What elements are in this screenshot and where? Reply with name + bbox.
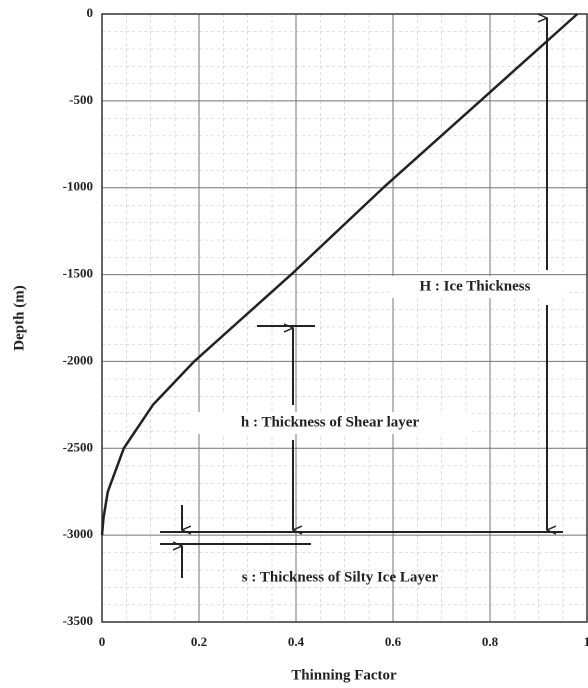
y-tick-label: -500 — [69, 92, 93, 107]
annotation: H : Ice Thickness — [420, 278, 531, 294]
x-tick-label: 0.2 — [191, 634, 207, 649]
y-tick-label: -2000 — [63, 352, 93, 367]
data-line — [100, 13, 579, 536]
x-tick-label: 0 — [99, 634, 106, 649]
y-tick-label: -3500 — [63, 613, 93, 628]
annotation: h : Thickness of Shear layer — [241, 414, 420, 430]
y-tick-label: -3000 — [63, 526, 93, 541]
x-axis-title: Thinning Factor — [291, 667, 397, 683]
y-tick-label: -1500 — [63, 266, 93, 281]
plot-frame — [101, 13, 588, 623]
x-tick-label: 0.4 — [288, 634, 305, 649]
annotation-marks — [160, 18, 563, 578]
y-tick-label: -1000 — [63, 179, 93, 194]
y-axis-title: Depth (m) — [11, 285, 27, 350]
x-tick-label: 1 — [584, 634, 588, 649]
x-tick-label: 0.8 — [482, 634, 499, 649]
label-bg — [190, 412, 470, 434]
y-tick-label: -2500 — [63, 439, 93, 454]
minor-grid — [102, 14, 587, 622]
y-tick-label: 0 — [87, 5, 94, 20]
label-bg — [390, 276, 565, 298]
annotation: s : Thickness of Silty Ice Layer — [242, 569, 439, 585]
x-tick-label: 0.6 — [385, 634, 402, 649]
